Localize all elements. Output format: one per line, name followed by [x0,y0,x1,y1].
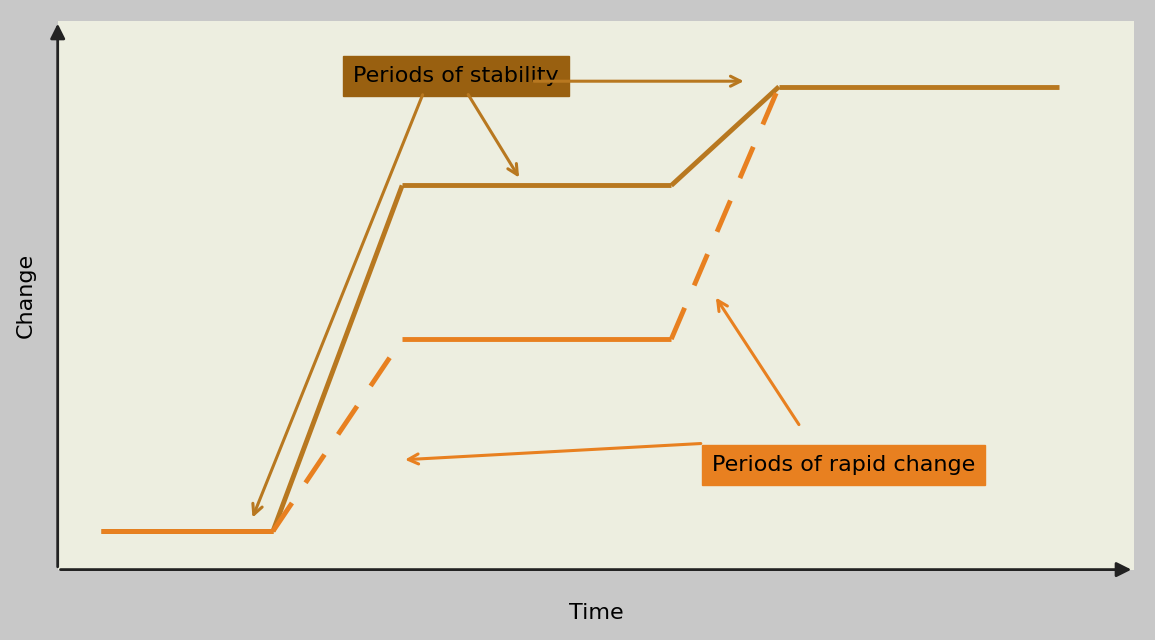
Text: Periods of stability: Periods of stability [353,66,559,86]
Text: Change: Change [15,253,36,338]
Text: Time: Time [568,602,624,623]
Text: Periods of rapid change: Periods of rapid change [711,455,975,476]
